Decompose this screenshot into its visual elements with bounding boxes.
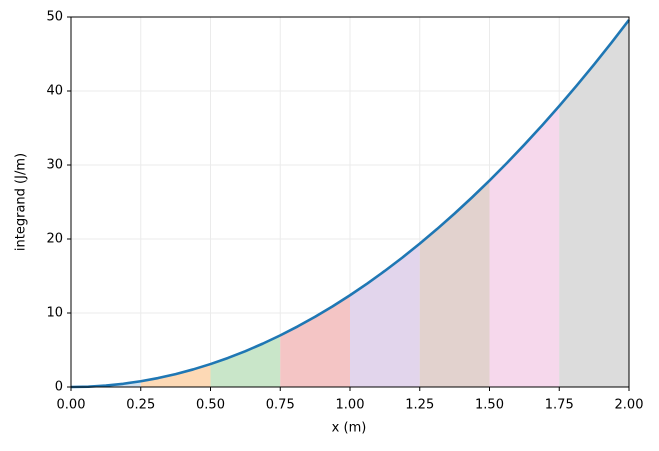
shaded-band — [419, 180, 490, 387]
x-tick-label: 1.50 — [475, 398, 504, 413]
y-tick-label: 20 — [46, 232, 63, 247]
shaded-band — [71, 381, 141, 387]
y-axis-label: integrand (J/m) — [14, 153, 29, 251]
x-tick-label: 1.25 — [405, 398, 434, 413]
y-tick-label: 30 — [46, 158, 63, 173]
x-tick-label: 0.75 — [266, 398, 295, 413]
y-tick-label: 10 — [46, 306, 63, 321]
x-tick-label: 0.50 — [196, 398, 225, 413]
shaded-band — [489, 105, 560, 388]
line — [70, 19, 631, 389]
x-tick-label: 0.00 — [57, 398, 86, 413]
x-tick-label: 2.00 — [615, 398, 644, 413]
x-tick-label: 1.00 — [336, 398, 365, 413]
shaded-band — [350, 243, 420, 387]
y-tick-label: 0 — [55, 380, 63, 395]
y-tick-label: 40 — [46, 84, 63, 99]
x-tick-label: 0.25 — [126, 398, 155, 413]
y-tick-label: 50 — [46, 10, 63, 25]
x-axis-label: x (m) — [332, 421, 367, 436]
shaded-band — [559, 19, 629, 388]
shaded-band — [280, 295, 350, 387]
x-tick-label: 1.75 — [545, 398, 574, 413]
shaded-band — [210, 335, 281, 387]
